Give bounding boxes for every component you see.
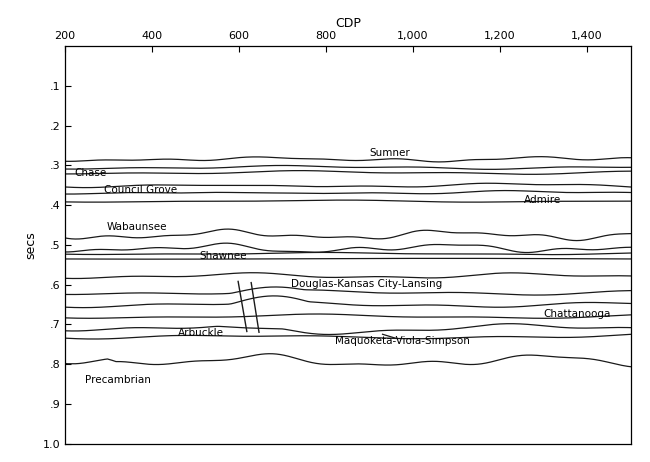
Text: Arbuckle: Arbuckle xyxy=(178,328,224,338)
Text: Admire: Admire xyxy=(524,195,561,206)
Text: Shawnee: Shawnee xyxy=(200,251,248,261)
Text: Precambrian: Precambrian xyxy=(84,375,150,385)
Text: Douglas-Kansas City-Lansing: Douglas-Kansas City-Lansing xyxy=(291,279,443,289)
Text: Chattanooga: Chattanooga xyxy=(543,310,611,319)
Y-axis label: secs: secs xyxy=(24,231,37,259)
Text: Chase: Chase xyxy=(75,168,107,177)
X-axis label: CDP: CDP xyxy=(335,17,361,30)
Text: Wabaunsee: Wabaunsee xyxy=(107,222,167,232)
Text: Council Grove: Council Grove xyxy=(104,185,177,195)
Text: Sumner: Sumner xyxy=(369,148,410,158)
Text: Maquoketa-Viola-Simpson: Maquoketa-Viola-Simpson xyxy=(335,336,469,346)
